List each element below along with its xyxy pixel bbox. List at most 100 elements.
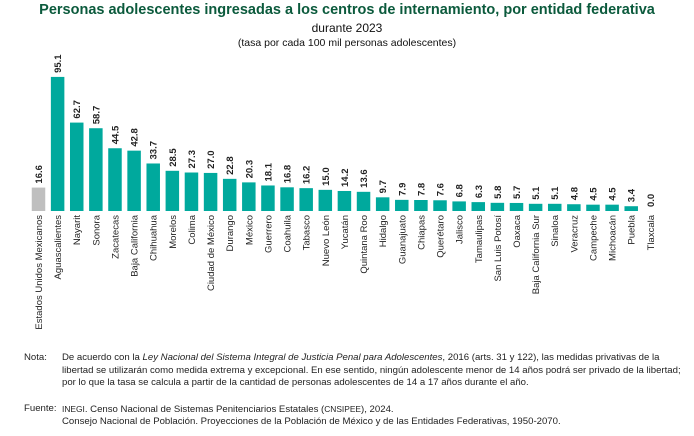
value-label: 7.6 <box>436 183 447 196</box>
value-label: 5.8 <box>493 186 504 199</box>
category-label: Jalisco <box>455 215 466 244</box>
source-inegi: INEGI <box>62 404 85 414</box>
category-label: Morelos <box>168 215 179 249</box>
value-label: 7.9 <box>397 183 408 196</box>
category-label: Tamaulipas <box>474 215 485 263</box>
bar <box>108 148 122 211</box>
value-label: 22.8 <box>225 156 236 175</box>
bar <box>89 128 103 211</box>
bar <box>261 185 275 211</box>
category-label: Coahuila <box>283 214 294 252</box>
category-label: Guerrero <box>263 215 274 253</box>
bar <box>624 206 638 211</box>
category-label: Quintana Roo <box>359 215 370 274</box>
bar <box>395 199 409 211</box>
value-label: 0.0 <box>646 194 657 207</box>
value-label: 95.1 <box>53 54 64 73</box>
category-label: Puebla <box>627 214 638 244</box>
category-label: Hidalgo <box>378 215 389 247</box>
bar <box>127 150 141 211</box>
bar <box>356 191 371 211</box>
bar <box>165 170 180 211</box>
bar <box>203 172 218 211</box>
value-label: 14.2 <box>340 168 351 187</box>
chart-unit: (tasa por cada 100 mil personas adolesce… <box>237 37 457 49</box>
category-label: Baja California Sur <box>531 215 542 294</box>
value-label: 4.8 <box>569 187 580 200</box>
value-label: 13.6 <box>359 169 370 188</box>
value-label: 16.8 <box>283 165 294 184</box>
value-label: 5.1 <box>550 186 561 200</box>
bar <box>184 172 199 211</box>
value-label: 4.5 <box>588 187 599 201</box>
bar <box>471 202 486 211</box>
category-label: Tabasco <box>302 215 313 250</box>
bar <box>547 203 562 211</box>
source-line-1: INEGI. Censo Nacional de Sistemas Penite… <box>62 403 692 417</box>
value-label: 16.6 <box>34 165 45 184</box>
bar <box>433 200 447 211</box>
note-law-title: Ley Nacional del Sistema Integral de Jus… <box>142 352 443 363</box>
source-text-2: ), 2024. <box>361 404 394 415</box>
category-label: Veracruz <box>569 215 580 253</box>
bar <box>280 187 294 211</box>
value-label: 16.2 <box>302 166 313 185</box>
category-label: Zacatecas <box>110 215 121 259</box>
category-label: Nuevo León <box>321 215 332 266</box>
category-label: Estados Unidos Mexicanos <box>34 215 45 330</box>
category-label: Yucatán <box>340 215 351 249</box>
value-label: 62.7 <box>72 100 83 119</box>
note-text-1: De acuerdo con la <box>62 352 143 363</box>
source-text-1: . Censo Nacional de Sistemas Penitenciar… <box>84 404 325 415</box>
bar <box>50 76 65 211</box>
category-label: Durango <box>225 215 236 251</box>
bar <box>337 190 352 211</box>
bar <box>69 122 84 211</box>
value-label: 20.3 <box>244 160 255 179</box>
bar <box>222 178 237 211</box>
bar <box>242 182 256 211</box>
value-label: 3.4 <box>627 188 638 202</box>
source-line-2: Consejo Nacional de Población. Proyeccio… <box>62 416 561 427</box>
bar <box>318 189 333 211</box>
bar <box>586 204 600 211</box>
value-label: 5.7 <box>512 186 523 199</box>
value-label: 6.3 <box>474 185 485 198</box>
bar <box>605 204 619 211</box>
category-label: Ciudad de México <box>206 215 217 291</box>
bar <box>146 163 160 211</box>
value-label: 58.7 <box>91 106 102 125</box>
value-label: 9.7 <box>378 180 389 193</box>
value-label: 42.8 <box>130 128 141 147</box>
category-label: México <box>244 215 255 245</box>
bar-chart: 16.6 Estados Unidos Mexicanos 95.1 Aguascal… <box>31 54 657 330</box>
category-label: Oaxaca <box>512 214 523 247</box>
chart-title: Personas adolescentes ingresadas a los c… <box>39 2 655 18</box>
value-label: 6.8 <box>455 184 466 197</box>
category-label: Sonora <box>91 214 102 245</box>
category-label: Aguascalientes <box>53 215 64 280</box>
bar <box>490 202 505 211</box>
category-label: Chiapas <box>416 215 427 250</box>
bar <box>452 201 466 211</box>
bar <box>31 187 46 211</box>
category-label: San Luis Potosí <box>493 215 504 282</box>
note-label: Nota: <box>24 352 47 363</box>
source-cnsipee: CNSIPEE <box>324 404 362 414</box>
value-label: 18.1 <box>263 162 274 181</box>
note-text: De acuerdo con la Ley Nacional del Siste… <box>62 352 692 390</box>
bar <box>375 197 390 211</box>
category-label: Querétaro <box>436 215 447 258</box>
bar <box>299 188 313 211</box>
value-label: 28.5 <box>168 148 179 167</box>
category-label: Nayarit <box>72 215 83 245</box>
value-label: 7.8 <box>416 183 427 196</box>
value-label: 27.0 <box>206 150 217 169</box>
note-text-2: , 2016 (arts. 31 y 122), las medidas pri… <box>62 352 681 389</box>
category-label: Sinaloa <box>550 214 561 246</box>
category-label: Colima <box>187 214 198 244</box>
value-label: 33.7 <box>149 141 160 160</box>
value-label: 4.5 <box>608 187 619 201</box>
category-label: Chihuahua <box>149 214 160 261</box>
category-label: Guanajuato <box>397 215 408 264</box>
